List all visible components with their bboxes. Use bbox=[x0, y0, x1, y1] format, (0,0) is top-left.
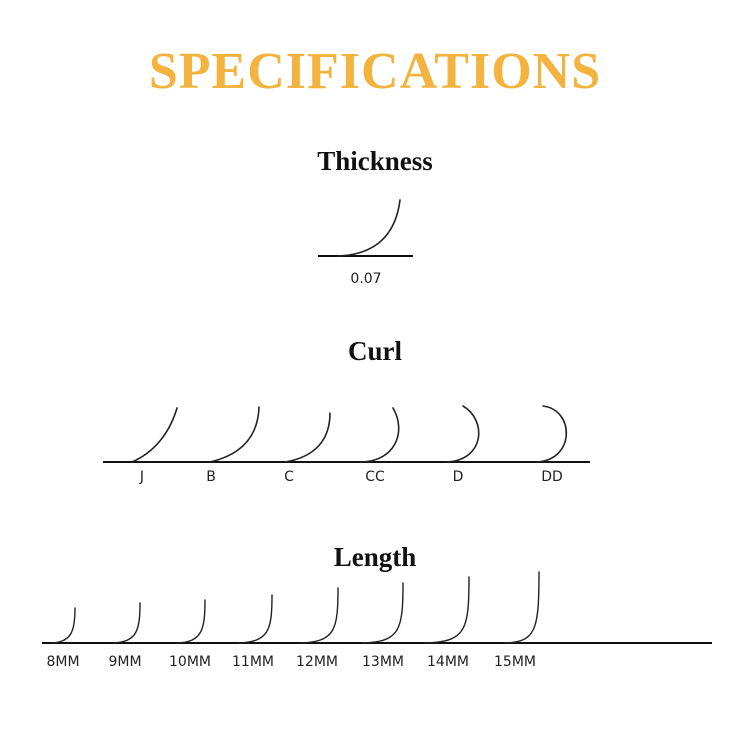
curl-heading: Curl bbox=[348, 336, 402, 366]
lash-length-9MM bbox=[112, 602, 141, 644]
lash-length-10MM bbox=[176, 599, 206, 644]
curl-label: C bbox=[284, 469, 294, 485]
length-label: 12MM bbox=[296, 654, 338, 670]
lash-curl-J bbox=[131, 407, 178, 463]
curl-label: DD bbox=[541, 469, 563, 485]
length-label: 10MM bbox=[169, 654, 211, 670]
curl-label: CC bbox=[365, 469, 385, 485]
lash-curl-DD bbox=[536, 405, 568, 463]
lash-length-15MM bbox=[504, 571, 540, 644]
lash-curl-C bbox=[284, 412, 331, 463]
length-label: 13MM bbox=[362, 654, 404, 670]
curl-label: J bbox=[139, 469, 144, 485]
thickness-label: 0.07 bbox=[350, 271, 381, 287]
length-heading: Length bbox=[333, 542, 417, 572]
lash-thickness-0.07 bbox=[337, 199, 401, 257]
curl-label: B bbox=[206, 469, 216, 485]
lash-length-12MM bbox=[299, 587, 339, 644]
length-label: 15MM bbox=[494, 654, 536, 670]
lash-length-8MM bbox=[51, 607, 76, 644]
lash-curl-B bbox=[209, 406, 260, 463]
lash-curl-D bbox=[446, 405, 480, 463]
curl-label: D bbox=[453, 469, 464, 485]
page-title: SPECIFICATIONS bbox=[148, 43, 602, 100]
length-label: 11MM bbox=[232, 654, 274, 670]
thickness-heading: Thickness bbox=[317, 146, 433, 176]
length-label: 14MM bbox=[427, 654, 469, 670]
lash-length-14MM bbox=[424, 576, 470, 644]
length-label: 9MM bbox=[108, 654, 141, 670]
length-label: 8MM bbox=[46, 654, 79, 670]
lash-length-13MM bbox=[361, 582, 404, 644]
lash-curl-CC bbox=[359, 407, 400, 463]
lash-length-11MM bbox=[237, 594, 273, 644]
